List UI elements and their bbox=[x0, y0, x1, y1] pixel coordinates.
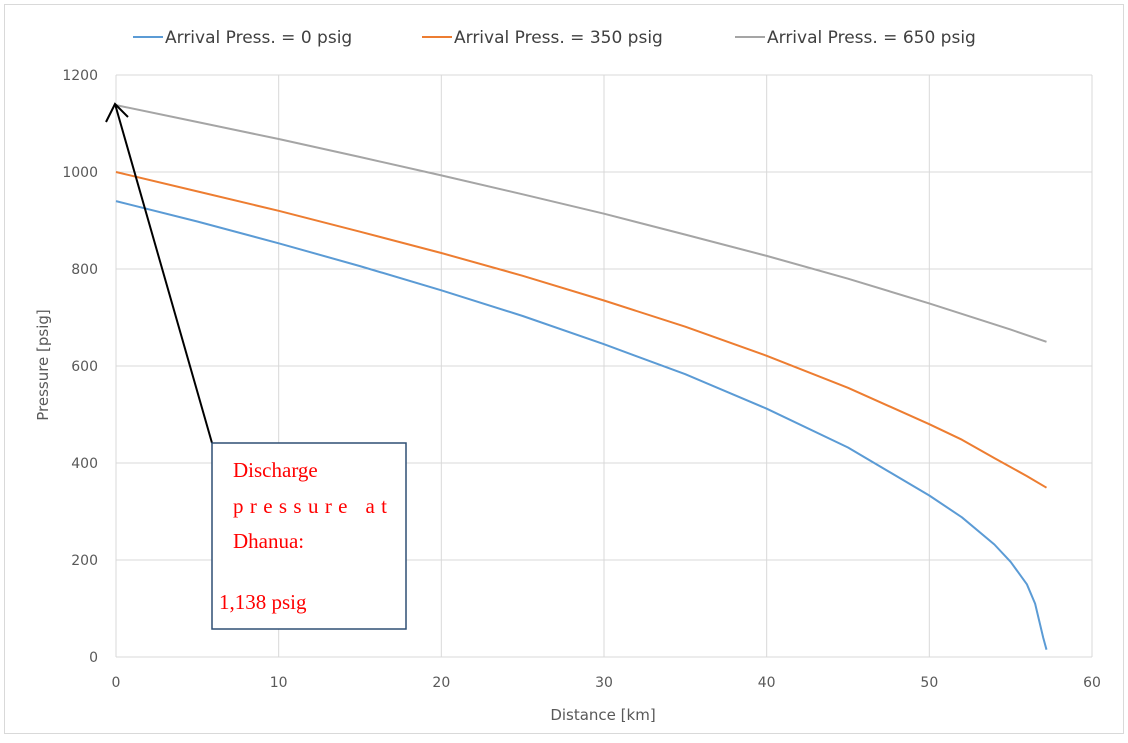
chart-frame bbox=[4, 4, 1124, 734]
legend: Arrival Press. = 0 psig Arrival Press. = … bbox=[133, 28, 976, 48]
y-tick-label-2: 400 bbox=[71, 456, 98, 472]
legend-label-2: Arrival Press. = 650 psig bbox=[767, 28, 976, 48]
series-line-2 bbox=[115, 104, 1047, 343]
annotation-line-4: 1,138 psig bbox=[219, 590, 307, 614]
series-line-1 bbox=[115, 171, 1048, 489]
x-tick-label-6: 60 bbox=[1083, 675, 1101, 691]
y-tick-label-6: 1200 bbox=[62, 68, 98, 84]
legend-label-1: Arrival Press. = 350 psig bbox=[454, 28, 663, 48]
x-tick-label-2: 20 bbox=[432, 675, 450, 691]
y-tick-labels: 0 200 400 600 800 1000 1200 bbox=[62, 68, 98, 666]
x-axis-title: Distance [km] bbox=[550, 706, 655, 724]
y-tick-label-5: 1000 bbox=[62, 165, 98, 181]
annotation-box bbox=[211, 442, 407, 630]
annotation-callout: Discharge pressure at Dhanua: 1,138 psig bbox=[105, 102, 407, 630]
gridlines bbox=[115, 74, 1093, 658]
annotation-arrow-head bbox=[105, 102, 129, 123]
x-tick-label-0: 0 bbox=[112, 675, 121, 691]
y-tick-label-1: 200 bbox=[71, 553, 98, 569]
y-axis-title: Pressure [psig] bbox=[34, 309, 52, 421]
series-line-0 bbox=[115, 200, 1048, 650]
annotation-line-1: Discharge bbox=[233, 458, 318, 482]
y-tick-label-4: 800 bbox=[71, 262, 98, 278]
y-tick-label-0: 0 bbox=[89, 650, 98, 666]
x-tick-label-4: 40 bbox=[758, 675, 776, 691]
x-tick-labels: 0 10 20 30 40 50 60 bbox=[112, 675, 1101, 691]
annotation-arrow-shaft bbox=[114, 103, 213, 444]
y-tick-label-3: 600 bbox=[71, 359, 98, 375]
series-lines bbox=[115, 104, 1048, 650]
x-tick-label-3: 30 bbox=[595, 675, 613, 691]
annotation-line-3: Dhanua: bbox=[233, 529, 304, 553]
legend-label-0: Arrival Press. = 0 psig bbox=[165, 28, 352, 48]
x-tick-label-1: 10 bbox=[270, 675, 288, 691]
x-tick-label-5: 50 bbox=[920, 675, 938, 691]
